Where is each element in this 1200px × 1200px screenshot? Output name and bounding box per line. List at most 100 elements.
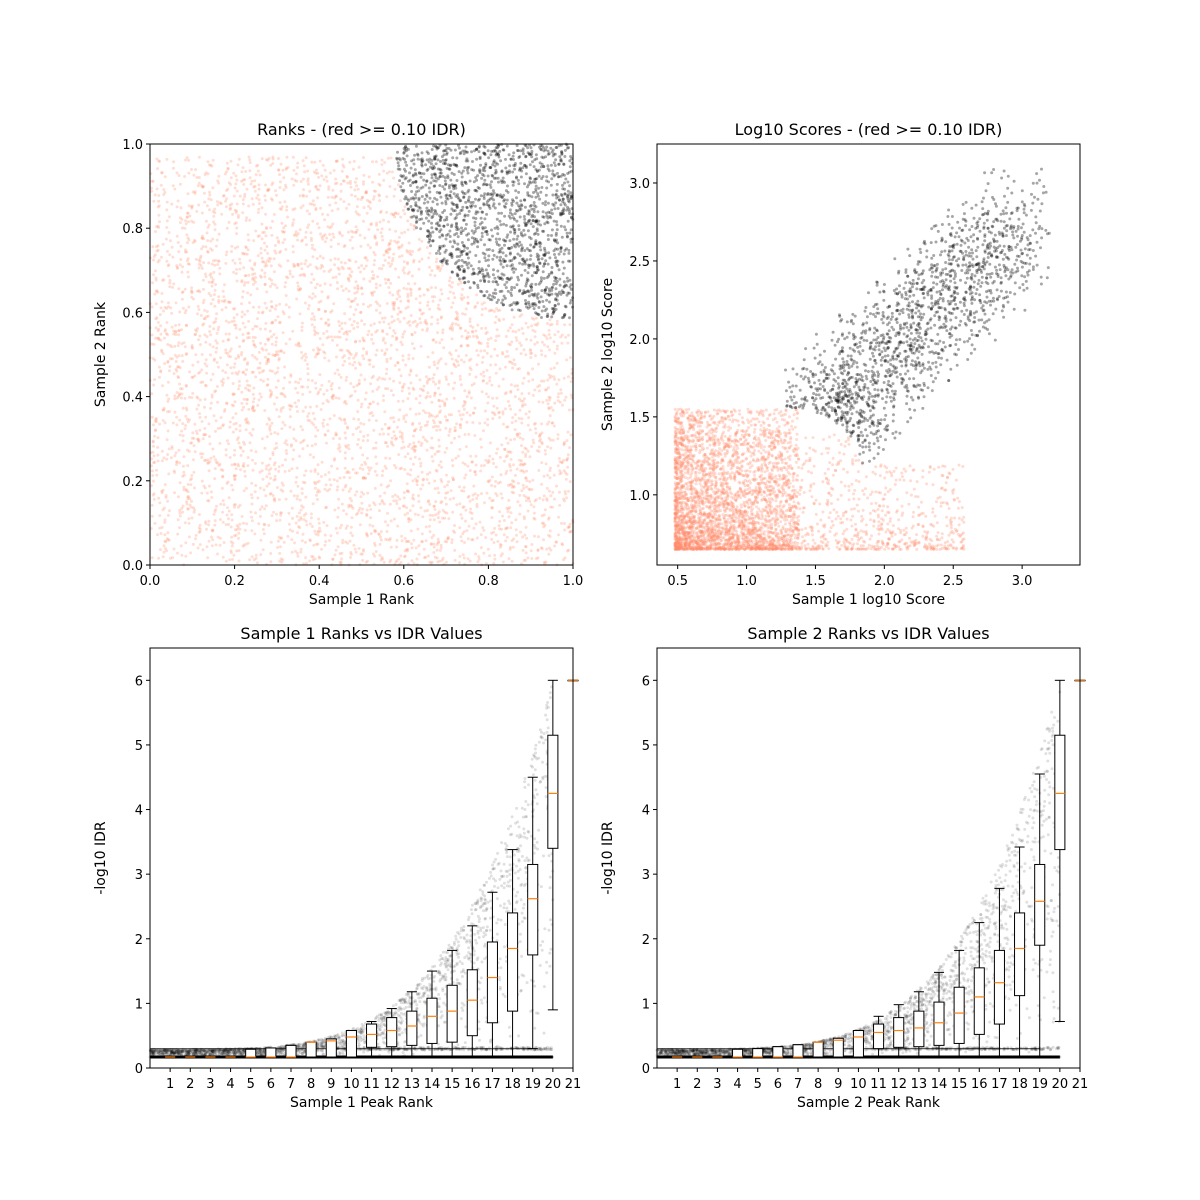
- scatter-point-red: [423, 385, 426, 388]
- scatter-point-red: [318, 527, 321, 530]
- scatter-point-red: [273, 213, 276, 216]
- scatter-point-red: [524, 477, 527, 480]
- scatter-point-red: [214, 259, 217, 262]
- scatter-point-red: [440, 338, 443, 341]
- scatter-point-red: [553, 498, 556, 501]
- scatter-point-red: [320, 317, 323, 320]
- scatter-point-red: [217, 366, 220, 369]
- scatter-point-red: [152, 273, 155, 276]
- scatter-point-red: [362, 435, 365, 438]
- scatter-point-black: [515, 209, 518, 212]
- scatter-point-red: [329, 172, 332, 175]
- scatter-point-black: [455, 222, 458, 225]
- scatter-point-red: [306, 415, 309, 418]
- scatter-point-red: [440, 478, 443, 481]
- scatter-point-red: [454, 426, 457, 429]
- scatter-point-red: [426, 509, 429, 512]
- scatter-point-red: [245, 402, 248, 405]
- scatter-point-red: [448, 284, 451, 287]
- scatter-point-red: [317, 463, 320, 466]
- scatter-point-red: [197, 372, 200, 375]
- scatter-point-red: [388, 228, 391, 231]
- scatter-point-red: [527, 450, 530, 453]
- scatter-point-red: [483, 501, 486, 504]
- scatter-point-red: [334, 434, 337, 437]
- scatter-point-red: [190, 474, 193, 477]
- scatter-point-red: [430, 269, 433, 272]
- scatter-point-red: [233, 478, 236, 481]
- scatter-point-black: [489, 183, 492, 186]
- scatter-point-red: [276, 371, 279, 374]
- scatter-point-red: [241, 296, 244, 299]
- scatter-point-red: [459, 513, 462, 516]
- scatter-point-red: [245, 216, 248, 219]
- scatter-point-red: [162, 419, 165, 422]
- scatter-point-red: [438, 464, 441, 467]
- scatter-point-red: [195, 258, 198, 261]
- scatter-point-red: [345, 175, 348, 178]
- scatter-point-black: [395, 157, 398, 160]
- scatter-point-red: [401, 389, 404, 392]
- scatter-point-red: [336, 336, 339, 339]
- scatter-point-red: [182, 471, 185, 474]
- scatter-point-red: [309, 522, 312, 525]
- scatter-point-black: [528, 295, 531, 298]
- scatter-point-red: [181, 475, 184, 478]
- scatter-point-red: [308, 538, 311, 541]
- scatter-point-red: [303, 170, 306, 173]
- scatter-point-red: [313, 171, 316, 174]
- scatter-point-black: [475, 158, 478, 161]
- scatter-point-red: [297, 285, 300, 288]
- scatter-point-black: [438, 236, 441, 239]
- scatter-point-red: [164, 328, 167, 331]
- scatter-point-red: [314, 295, 317, 298]
- scatter-point-red: [385, 211, 388, 214]
- scatter-point-red: [520, 489, 523, 492]
- scatter-point-red: [176, 366, 179, 369]
- scatter-point-black: [456, 179, 459, 182]
- scatter-point-red: [367, 359, 370, 362]
- scatter-point-red: [256, 561, 259, 564]
- scatter-point-red: [511, 323, 514, 326]
- scatter-point-red: [404, 537, 407, 540]
- scatter-point-red: [216, 332, 219, 335]
- scatter-point-red: [462, 553, 465, 556]
- scatter-point-red: [536, 322, 539, 325]
- scatter-point-red: [160, 532, 163, 535]
- scatter-point-red: [237, 506, 240, 509]
- scatter-point-red: [206, 204, 209, 207]
- scatter-point-red: [315, 494, 318, 497]
- scatter-point-red: [569, 356, 572, 359]
- scatter-point-red: [378, 199, 381, 202]
- scatter-point-black: [553, 207, 556, 210]
- scatter-point-red: [541, 401, 544, 404]
- scatter-point-red: [195, 408, 198, 411]
- scatter-point-red: [349, 551, 352, 554]
- scatter-point-red: [416, 528, 419, 531]
- scatter-point-red: [312, 278, 315, 281]
- scatter-point-red: [195, 210, 198, 213]
- scatter-point-red: [321, 343, 324, 346]
- scatter-point-red: [164, 540, 167, 543]
- scatter-point-red: [200, 314, 203, 317]
- scatter-point-red: [407, 387, 410, 390]
- scatter-point-red: [251, 459, 254, 462]
- scatter-point-red: [397, 418, 400, 421]
- scatter-point-red: [335, 549, 338, 552]
- scatter-point-red: [535, 432, 538, 435]
- scatter-point-red: [341, 539, 344, 542]
- scatter-point-red: [458, 410, 461, 413]
- scatter-point-red: [456, 318, 459, 321]
- scatter-point-red: [265, 468, 268, 471]
- scatter-point-black: [541, 300, 544, 303]
- scatter-point-red: [210, 496, 213, 499]
- scatter-point-red: [171, 445, 174, 448]
- scatter-point-red: [263, 532, 266, 535]
- scatter-point-black: [410, 159, 413, 162]
- scatter-point-red: [231, 542, 234, 545]
- scatter-point-red: [552, 375, 555, 378]
- scatter-point-red: [202, 437, 205, 440]
- scatter-point-red: [233, 362, 236, 365]
- scatter-point-red: [421, 328, 424, 331]
- scatter-point-red: [399, 467, 402, 470]
